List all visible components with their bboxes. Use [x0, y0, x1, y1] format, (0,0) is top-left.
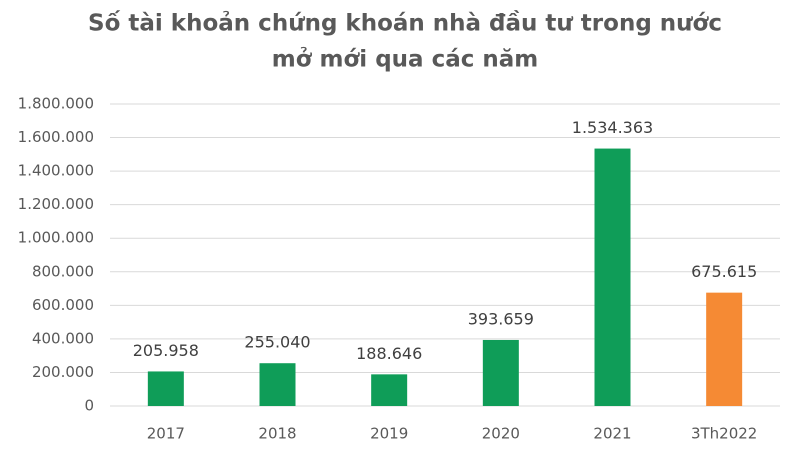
x-tick-label: 2021 [593, 425, 631, 443]
value-label: 255.040 [244, 333, 310, 352]
bar [594, 148, 631, 406]
value-label: 1.534.363 [572, 118, 653, 137]
chart-title: mở mới qua các năm [272, 47, 538, 73]
chart-title: Số tài khoản chứng khoán nhà đầu tư tron… [88, 10, 722, 37]
y-tick-label: 1.000.000 [18, 229, 94, 247]
x-tick-label: 2019 [370, 425, 408, 443]
y-tick-label: 200.000 [32, 363, 94, 381]
y-tick-label: 1.400.000 [18, 162, 94, 180]
bar [371, 374, 408, 406]
x-tick-label: 2017 [147, 425, 185, 443]
bar [706, 292, 743, 406]
y-tick-label: 600.000 [32, 296, 94, 314]
value-label: 188.646 [356, 344, 422, 363]
value-label: 675.615 [691, 262, 757, 281]
y-tick-label: 1.800.000 [18, 95, 94, 113]
y-tick-label: 1.600.000 [18, 128, 94, 146]
bar [482, 339, 519, 406]
y-tick-label: 1.200.000 [18, 195, 94, 213]
value-label: 393.659 [468, 309, 534, 328]
bar [147, 371, 184, 406]
y-tick-label: 400.000 [32, 329, 94, 347]
y-tick-label: 0 [84, 397, 94, 415]
y-tick-label: 800.000 [32, 262, 94, 280]
value-label: 205.958 [133, 341, 199, 360]
x-tick-label: 2018 [258, 425, 296, 443]
x-tick-label: 3Th2022 [691, 425, 757, 443]
x-tick-label: 2020 [482, 425, 520, 443]
bar [259, 363, 296, 406]
